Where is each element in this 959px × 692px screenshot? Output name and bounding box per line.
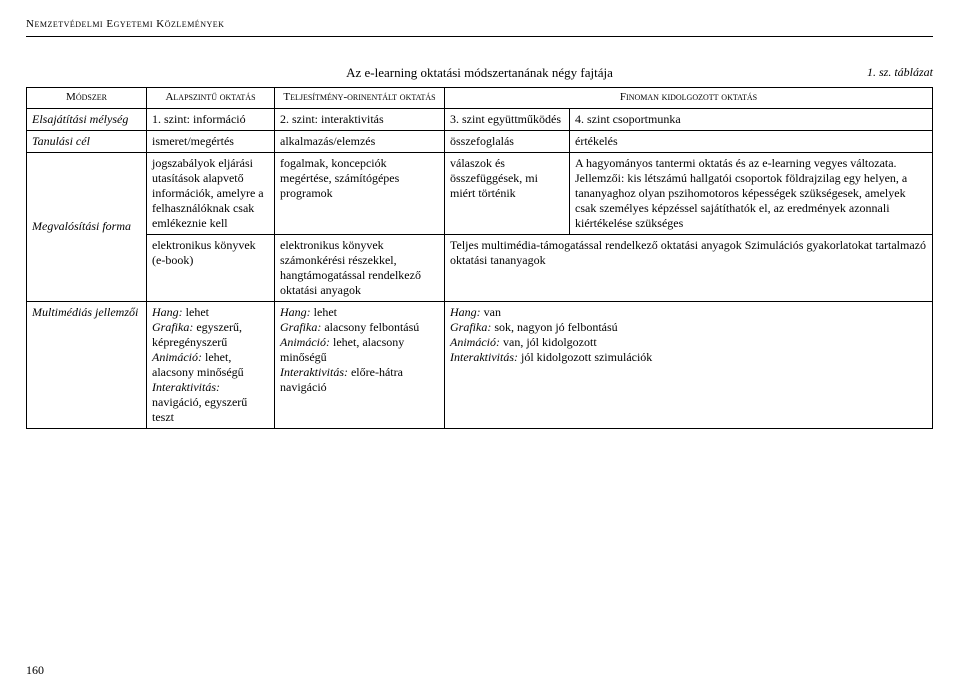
row-detail: Megvalósítási forma jogszabályok eljárás…	[27, 152, 933, 234]
grafika-value: alacsony felbontású	[321, 320, 419, 334]
interakt-value: navigáció, egyszerű teszt	[152, 395, 247, 424]
col-header-refined: Finoman kidolgozott oktatás	[445, 88, 933, 109]
row-goal-c1: ismeret/megértés	[147, 130, 275, 152]
col-header-basic: Alapszintű oktatás	[147, 88, 275, 109]
row-mm-c34: Hang: van Grafika: sok, nagyon jó felbon…	[445, 301, 933, 428]
hang-value: lehet	[311, 305, 337, 319]
interakt-label: Interaktivitás:	[280, 365, 348, 379]
col-header-performance: Teljesítmény-orinentált oktatás	[275, 88, 445, 109]
col-header-method-text: Módszer	[66, 91, 107, 103]
animacio-value: van, jól kidolgozott	[500, 335, 597, 349]
row-level-c4: 4. szint csoportmunka	[570, 108, 933, 130]
row-level-label: Elsajátítási mélység	[27, 108, 147, 130]
row-level-c1: 1. szint: információ	[147, 108, 275, 130]
row-form-c2: elektronikus könyvek számonkérési részek…	[275, 234, 445, 301]
row-detail-c3: válaszok és összefüggések, mi miért tört…	[445, 152, 570, 234]
table-number-label: 1. sz. táblázat	[867, 65, 933, 80]
row-level-c3: 3. szint együttműködés	[445, 108, 570, 130]
row-form-c34: Teljes multimédia-támogatással rendelkez…	[445, 234, 933, 301]
grafika-label: Grafika:	[450, 320, 491, 334]
interakt-label: Interaktivitás:	[450, 350, 518, 364]
interakt-label: Interaktivitás:	[152, 380, 220, 394]
row-form: elektronikus könyvek (e-book) elektronik…	[27, 234, 933, 301]
row-goal: Tanulási cél ismeret/megértés alkalmazás…	[27, 130, 933, 152]
hang-label: Hang:	[152, 305, 183, 319]
row-goal-c3: összefoglalás	[445, 130, 570, 152]
row-mm-label: Multimédiás jellemzői	[27, 301, 147, 428]
row-detail-c2: fogalmak, koncepciók megértése, számítóg…	[275, 152, 445, 234]
row-detail-c4: A hagyományos tantermi oktatás és az e-l…	[570, 152, 933, 234]
hang-label: Hang:	[280, 305, 311, 319]
grafika-label: Grafika:	[152, 320, 193, 334]
hang-value: lehet	[183, 305, 209, 319]
row-mm-c1: Hang: lehet Grafika: egyszerű, képregény…	[147, 301, 275, 428]
col-header-basic-text: Alapszintű oktatás	[165, 91, 255, 103]
animacio-label: Animáció:	[450, 335, 500, 349]
row-multimedia: Multimédiás jellemzői Hang: lehet Grafik…	[27, 301, 933, 428]
row-goal-label: Tanulási cél	[27, 130, 147, 152]
page-number: 160	[26, 663, 44, 678]
row-form-label: Megvalósítási forma	[27, 152, 147, 301]
row-level: Elsajátítási mélység 1. szint: informáci…	[27, 108, 933, 130]
row-detail-c1: jogszabályok eljárási utasítások alapvet…	[147, 152, 275, 234]
col-header-method: Módszer	[27, 88, 147, 109]
row-goal-c2: alkalmazás/elemzés	[275, 130, 445, 152]
elearning-methods-table: Módszer Alapszintű oktatás Teljesítmény-…	[26, 87, 933, 429]
animacio-label: Animáció:	[280, 335, 330, 349]
col-header-refined-text: Finoman kidolgozott oktatás	[620, 91, 757, 103]
running-header: Nemzetvédelmi Egyetemi Közlemények	[26, 18, 933, 37]
hang-value: van	[481, 305, 501, 319]
interakt-value: jól kidolgozott szimulációk	[518, 350, 652, 364]
table-title: Az e-learning oktatási módszertanának né…	[346, 65, 613, 81]
row-level-c2: 2. szint: interaktivitás	[275, 108, 445, 130]
hang-label: Hang:	[450, 305, 481, 319]
grafika-value: sok, nagyon jó felbontású	[491, 320, 617, 334]
table-header-row: Módszer Alapszintű oktatás Teljesítmény-…	[27, 88, 933, 109]
grafika-label: Grafika:	[280, 320, 321, 334]
col-header-performance-text: Teljesítmény-orinentált oktatás	[283, 91, 435, 103]
animacio-label: Animáció:	[152, 350, 202, 364]
row-goal-c4: értékelés	[570, 130, 933, 152]
row-form-c1: elektronikus könyvek (e-book)	[147, 234, 275, 301]
row-mm-c2: Hang: lehet Grafika: alacsony felbontású…	[275, 301, 445, 428]
running-header-text: Nemzetvédelmi Egyetemi Közlemények	[26, 18, 224, 30]
